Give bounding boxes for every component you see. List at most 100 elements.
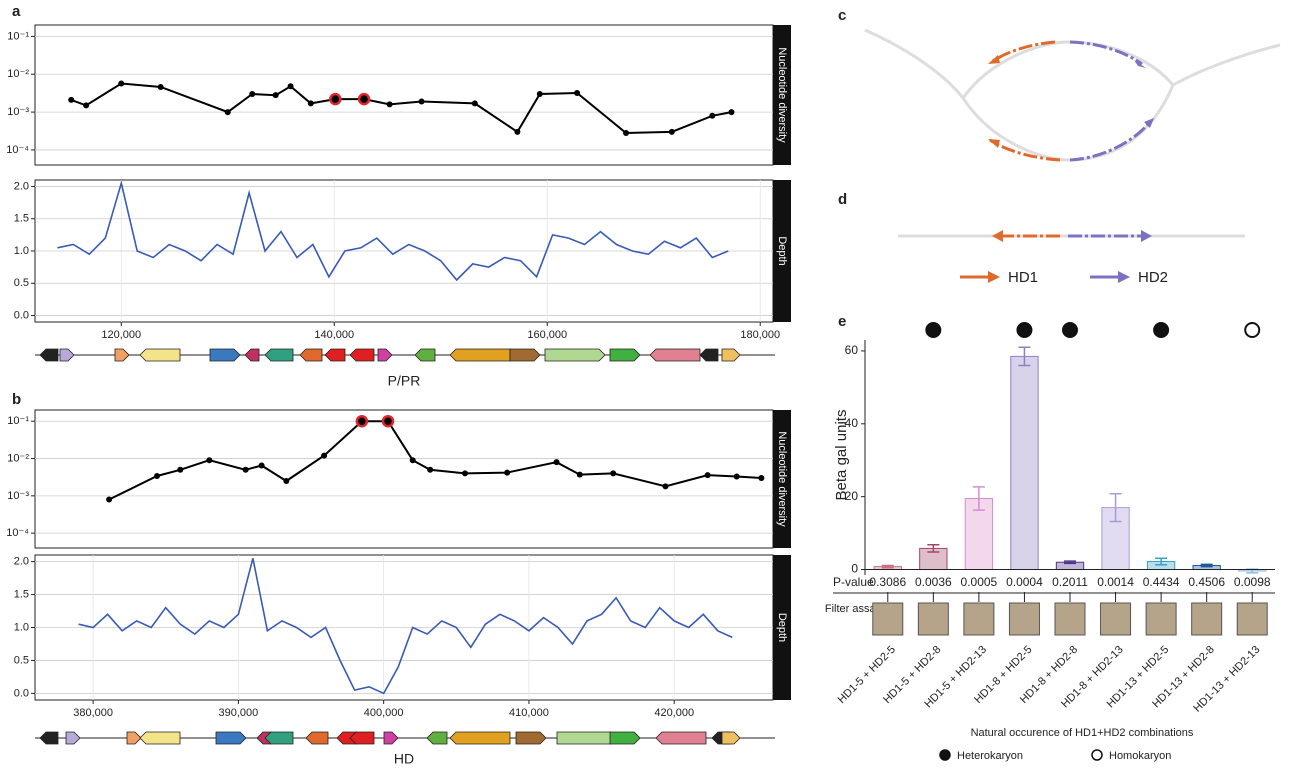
pvalue: 0.3086 — [869, 575, 906, 589]
occurrence-dot — [1062, 322, 1078, 338]
x-tick-label: 180,000 — [740, 329, 780, 341]
panel-label: b — [12, 391, 21, 408]
gene — [349, 348, 375, 362]
gene — [414, 348, 436, 362]
x-tick-label: 380,000 — [73, 707, 113, 719]
error-bar — [927, 544, 940, 553]
legend-label: Homokaryon — [1109, 750, 1171, 762]
occurrence-dot — [1153, 322, 1170, 338]
data-point — [249, 91, 256, 98]
y-tick-label: 10⁻¹ — [7, 415, 29, 427]
strip — [773, 410, 791, 548]
filter-swatch — [1054, 602, 1086, 636]
data-point — [758, 475, 765, 482]
arrowheads — [988, 55, 1154, 242]
y-axis-label: Nucleotide diversity — [776, 431, 788, 527]
error-bar — [1018, 346, 1031, 367]
data-point — [514, 128, 521, 135]
data-point — [553, 459, 560, 466]
data-point — [418, 98, 425, 105]
gene — [449, 731, 511, 745]
gene — [377, 348, 393, 362]
pvalue: 0.0005 — [961, 575, 998, 589]
y-axis-label: Depth — [776, 613, 788, 642]
y-tick-label: 10⁻² — [7, 452, 29, 464]
gene — [383, 731, 399, 745]
filter-swatch — [1236, 602, 1268, 636]
gene — [65, 731, 81, 745]
gene — [349, 731, 375, 745]
series-line — [78, 558, 733, 695]
data-point — [118, 80, 125, 87]
gene — [126, 731, 142, 745]
x-tick-label: 120,000 — [101, 329, 141, 341]
x-tick-label: 160,000 — [527, 329, 567, 341]
y-tick-label: 20 — [845, 489, 859, 503]
occurrence-dot — [925, 322, 942, 338]
y-tick-label: 0 — [851, 562, 858, 576]
filter-swatch — [1145, 602, 1177, 636]
gene — [209, 348, 241, 362]
data-point — [462, 470, 469, 477]
gene — [39, 731, 59, 745]
gene — [299, 348, 323, 362]
gene — [39, 348, 59, 362]
arrowhead — [988, 55, 1000, 64]
filter-swatch — [872, 602, 904, 636]
pvalue: 0.0014 — [1097, 575, 1134, 589]
x-tick-label: 390,000 — [219, 707, 259, 719]
error-bar — [1200, 563, 1213, 568]
y-tick-label: 10⁻⁴ — [6, 144, 29, 156]
gene — [114, 348, 130, 362]
x-tick-label: 140,000 — [314, 329, 354, 341]
error-bar — [972, 486, 985, 511]
x-tick-label: 420,000 — [654, 707, 694, 719]
data-point — [307, 100, 314, 107]
occurrence-dot — [1244, 322, 1261, 338]
data-point — [287, 83, 294, 90]
data-point — [409, 457, 416, 464]
strand — [961, 84, 1175, 162]
gene — [721, 731, 741, 745]
gene — [556, 731, 618, 745]
track-label: HD — [394, 751, 414, 767]
y-tick-label: 10⁻³ — [7, 490, 29, 502]
legend-label: HD1 — [1008, 269, 1038, 286]
hd2-arrow — [1069, 121, 1152, 162]
y-tick-label: 1.5 — [14, 588, 29, 600]
pvalue: 0.0036 — [915, 575, 952, 589]
data-point — [258, 462, 265, 469]
gene — [649, 348, 701, 362]
data-point — [224, 109, 231, 116]
gene — [655, 731, 707, 745]
track-label: P/PR — [388, 373, 421, 389]
gene — [139, 348, 181, 362]
pvalue-label: P-value — [833, 575, 874, 589]
legend-title: Natural occurence of HD1+HD2 combination… — [971, 727, 1194, 739]
y-tick-label: 60 — [845, 343, 859, 357]
data-point — [386, 101, 393, 108]
data-point — [83, 102, 90, 109]
data-point — [283, 477, 290, 484]
data-point — [381, 414, 395, 428]
filter-swatch — [1100, 602, 1132, 636]
arrowhead — [988, 139, 1000, 148]
data-point — [106, 496, 113, 503]
y-tick-label: 10⁻² — [7, 68, 29, 80]
x-tick-label: 400,000 — [364, 707, 404, 719]
filter-swatch — [917, 602, 949, 636]
filter-swatch — [1191, 602, 1223, 636]
gene — [515, 731, 547, 745]
data-point — [728, 109, 735, 116]
y-tick-label: 1.0 — [14, 245, 29, 257]
gene — [609, 348, 641, 362]
hd2-arrow — [1069, 40, 1143, 66]
y-tick-label: 2.0 — [14, 180, 29, 192]
legend-marker — [939, 749, 951, 761]
y-axis-label: Depth — [776, 236, 788, 265]
error-bar — [1064, 560, 1076, 565]
data-point — [610, 470, 617, 477]
gene — [264, 731, 294, 745]
